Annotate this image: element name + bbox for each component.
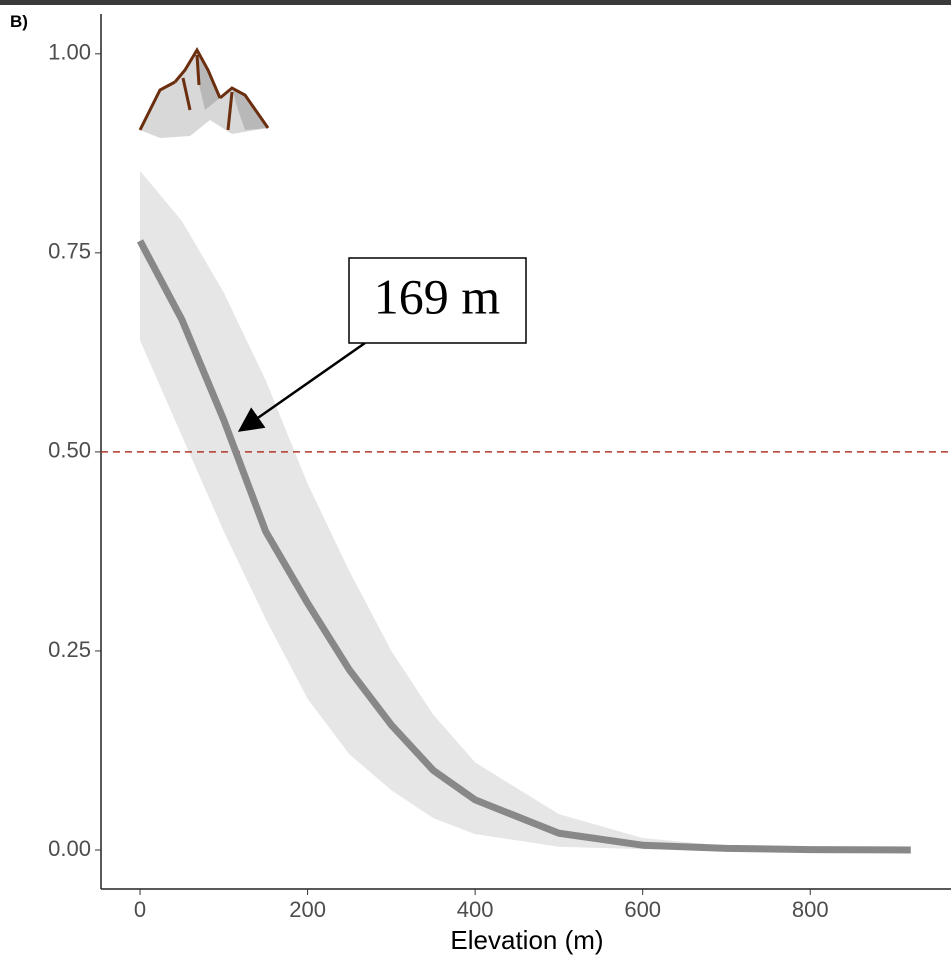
x-tick-label: 400 (457, 897, 494, 922)
x-axis-label: Elevation (m) (450, 925, 603, 955)
annotation-arrow (237, 341, 366, 432)
x-tick-label: 200 (289, 897, 326, 922)
x-tick-label: 0 (134, 897, 146, 922)
y-tick-label: 0.00 (48, 836, 91, 861)
top-bar (0, 0, 951, 5)
y-tick-label: 0.75 (48, 239, 91, 264)
line (136, 239, 911, 854)
y-tick-label: 1.00 (48, 40, 91, 65)
annotation-text: 169 m (374, 268, 501, 324)
annotation: 169 m (237, 257, 527, 432)
mountain-icon (138, 46, 270, 138)
x-tick-label: 800 (792, 897, 829, 922)
y-tick-label: 0.50 (48, 438, 91, 463)
x-tick-label: 600 (624, 897, 661, 922)
panel-label: B) (10, 12, 28, 31)
y-tick-label: 0.25 (48, 637, 91, 662)
annotation-box (348, 257, 527, 344)
confidence-band (140, 170, 911, 850)
